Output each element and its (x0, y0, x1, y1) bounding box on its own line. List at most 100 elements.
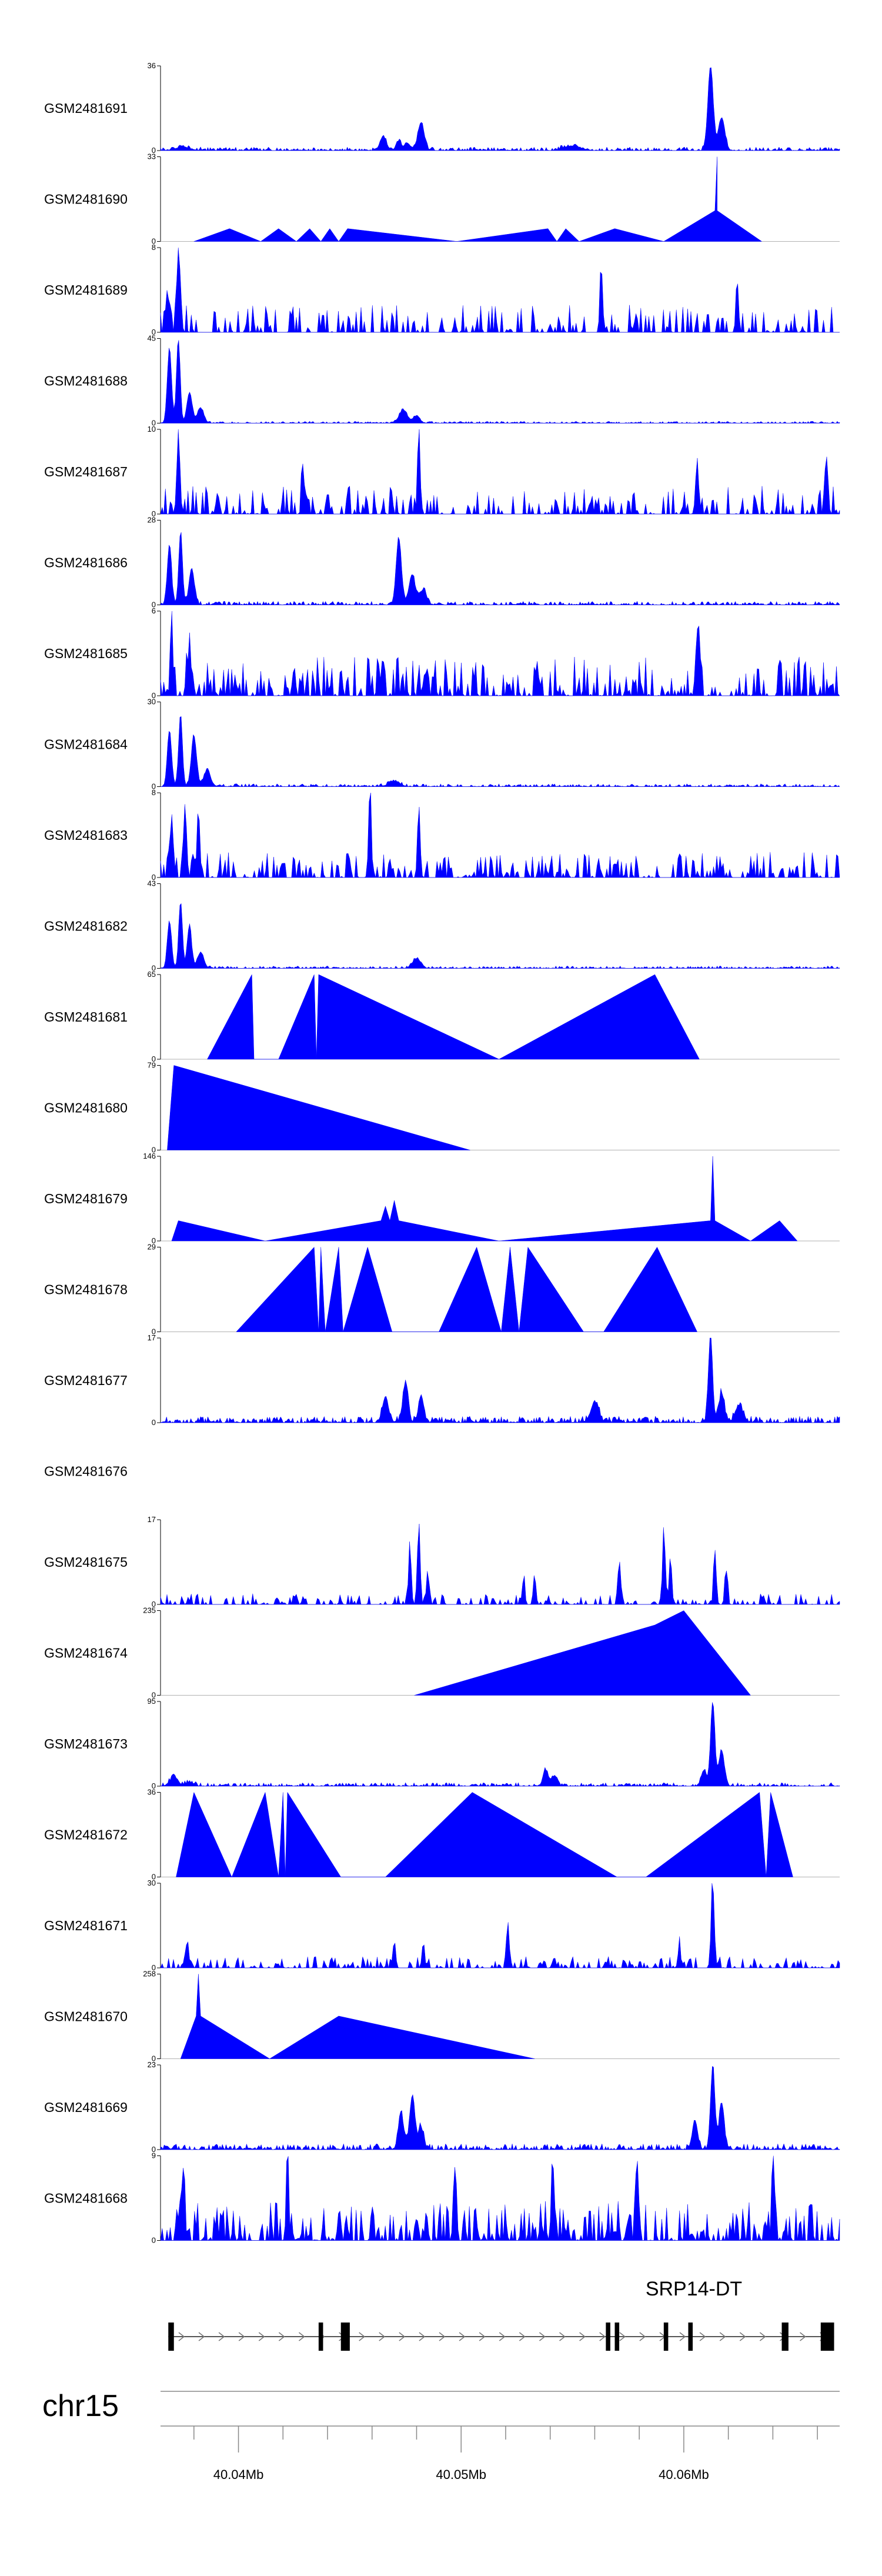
coverage-area (414, 1610, 751, 1696)
track-GSM2481676: GSM2481676 (44, 1464, 128, 1479)
track-GSM2481690: GSM2481690 33 0 (44, 152, 840, 246)
track-label: GSM2481671 (44, 1918, 128, 1933)
coverage-area (160, 792, 840, 878)
y-zero-label: 0 (152, 1781, 156, 1790)
strand-arrow (519, 2332, 526, 2341)
exon (606, 2323, 610, 2351)
y-max-label: 33 (148, 152, 156, 161)
strand-arrow (238, 2332, 245, 2341)
coverage-area (160, 1883, 840, 1968)
track-GSM2481674: GSM2481674 235 0 (44, 1606, 840, 1700)
exon (820, 2323, 834, 2351)
y-zero-label: 0 (152, 600, 156, 609)
strand-arrow (639, 2332, 646, 2341)
track-label: GSM2481674 (44, 1646, 128, 1661)
coverage-area (160, 2155, 840, 2241)
axis-tick-label: 40.04Mb (213, 2467, 264, 2482)
coverage-area (176, 1791, 793, 1878)
track-label: GSM2481669 (44, 2100, 128, 2115)
y-zero-label: 0 (152, 1146, 156, 1154)
strand-arrow (559, 2332, 566, 2341)
track-GSM2481668: GSM2481668 9 0 (44, 2151, 840, 2245)
y-max-label: 30 (148, 1878, 156, 1887)
coverage-area (167, 1065, 470, 1150)
track-GSM2481677: GSM2481677 17 0 (44, 1333, 840, 1427)
y-zero-label: 0 (152, 1963, 156, 1972)
y-zero-label: 0 (152, 1055, 156, 1063)
y-zero-label: 0 (152, 964, 156, 973)
coverage-area (160, 1524, 840, 1605)
y-max-label: 95 (148, 1697, 156, 1706)
exon (318, 2323, 323, 2351)
y-zero-label: 0 (152, 2236, 156, 2245)
y-zero-label: 0 (152, 1327, 156, 1336)
track-label: GSM2481680 (44, 1100, 128, 1116)
track-GSM2481686: GSM2481686 28 0 (44, 516, 840, 609)
y-max-label: 30 (148, 698, 156, 706)
chromosome-label: chr15 (42, 2389, 119, 2423)
track-label: GSM2481668 (44, 2191, 128, 2206)
track-GSM2481689: GSM2481689 8 0 (44, 243, 840, 336)
y-max-label: 146 (143, 1152, 156, 1160)
axis-tick-label: 40.05Mb (436, 2467, 486, 2482)
track-label: GSM2481681 (44, 1009, 128, 1025)
y-max-label: 17 (148, 1333, 156, 1342)
gene-track: SRP14-DT (168, 2278, 834, 2351)
track-GSM2481680: GSM2481680 79 0 (44, 1061, 840, 1154)
exon (688, 2323, 693, 2351)
y-zero-label: 0 (152, 1418, 156, 1427)
track-GSM2481669: GSM2481669 23 0 (44, 2060, 840, 2154)
strand-arrow (459, 2332, 466, 2341)
coverage-area (160, 1337, 840, 1423)
coverage-area (160, 1702, 840, 1787)
track-label: GSM2481675 (44, 1554, 128, 1570)
track-label: GSM2481689 (44, 282, 128, 298)
coverage-area (160, 2066, 840, 2150)
strand-arrow (178, 2332, 185, 2341)
coverage-area (160, 247, 840, 333)
y-zero-label: 0 (152, 1873, 156, 1881)
coverage-tracks: GSM2481691360GSM2481690330GSM248168980GS… (44, 61, 840, 2245)
y-max-label: 9 (152, 2151, 156, 2160)
track-GSM2481687: GSM2481687 10 0 (44, 425, 840, 518)
strand-arrow (719, 2332, 726, 2341)
track-label: GSM2481672 (44, 1827, 128, 1843)
y-max-label: 29 (148, 1243, 156, 1252)
y-zero-label: 0 (152, 419, 156, 428)
strand-arrow (800, 2332, 806, 2341)
y-zero-label: 0 (152, 2054, 156, 2063)
exon (168, 2323, 174, 2351)
coverage-area (160, 610, 840, 696)
coverage-area (236, 1246, 697, 1332)
y-max-label: 17 (148, 1515, 156, 1524)
strand-arrow (579, 2332, 586, 2341)
track-GSM2481671: GSM2481671 30 0 (44, 1878, 840, 1972)
axis-tick-label: 40.06Mb (659, 2467, 709, 2482)
y-max-label: 45 (148, 334, 156, 343)
strand-arrow (359, 2332, 366, 2341)
y-max-label: 28 (148, 516, 156, 525)
track-label: GSM2481676 (44, 1464, 128, 1479)
strand-arrow (439, 2332, 446, 2341)
strand-arrow (278, 2332, 285, 2341)
y-zero-label: 0 (152, 2145, 156, 2154)
track-label: GSM2481684 (44, 737, 128, 752)
exon (340, 2323, 350, 2351)
track-label: GSM2481687 (44, 464, 128, 479)
strand-arrow (679, 2332, 686, 2341)
y-zero-label: 0 (152, 873, 156, 882)
strand-arrow (479, 2332, 486, 2341)
track-label: GSM2481670 (44, 2009, 128, 2024)
track-GSM2481672: GSM2481672 36 0 (44, 1788, 840, 1881)
track-GSM2481675: GSM2481675 17 0 (44, 1515, 840, 1609)
y-zero-label: 0 (152, 1236, 156, 1245)
y-zero-label: 0 (152, 146, 156, 155)
track-GSM2481685: GSM2481685 6 0 (44, 606, 840, 700)
exon (614, 2323, 620, 2351)
genome-axis: chr15 40.04Mb 40.05Mb 40.06Mb (42, 2389, 840, 2482)
track-GSM2481678: GSM2481678 29 0 (44, 1243, 840, 1336)
strand-arrow (419, 2332, 426, 2341)
y-zero-label: 0 (152, 237, 156, 246)
y-max-label: 6 (152, 606, 156, 615)
strand-arrow (539, 2332, 546, 2341)
